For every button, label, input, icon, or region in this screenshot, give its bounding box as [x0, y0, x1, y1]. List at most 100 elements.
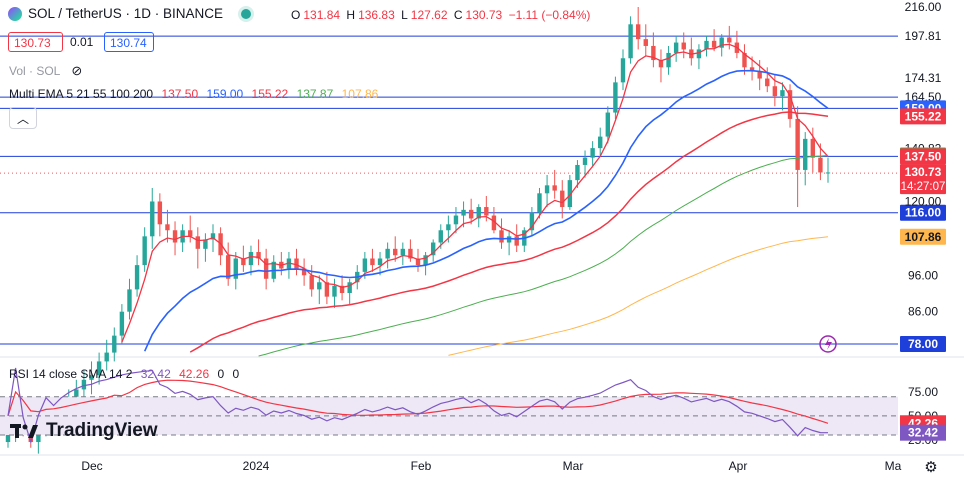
- candle-body: [696, 49, 702, 59]
- candle-body: [605, 112, 611, 137]
- rsi-label: RSI 14 close SMA 14 2: [9, 367, 133, 381]
- candle-body: [780, 90, 785, 97]
- price-label-5: 155.22: [905, 109, 942, 123]
- candle-body: [430, 242, 436, 256]
- high-value: 136.83: [358, 8, 395, 22]
- price-badge-8-bg: [900, 148, 946, 165]
- x-tick-4: Apr: [729, 459, 748, 473]
- collapse-legend-button[interactable]: ︿: [9, 107, 37, 129]
- candle-body: [461, 209, 466, 216]
- candle-body: [256, 252, 261, 259]
- candle-body: [317, 282, 322, 290]
- candle-body: [385, 248, 390, 259]
- candle-body: [370, 258, 375, 266]
- ema-5-line: [121, 43, 829, 343]
- low-value: 127.62: [410, 8, 448, 22]
- x-tick-0: Dec: [81, 459, 102, 473]
- candle-body: [499, 230, 504, 243]
- x-tick-5: Ma: [885, 459, 902, 473]
- candle-body: [446, 224, 451, 231]
- candle-body: [195, 236, 201, 249]
- rsi-extra-2: 0: [232, 367, 240, 381]
- candle-body: [233, 258, 238, 279]
- candle-body: [666, 52, 671, 68]
- candle-body: [620, 58, 626, 83]
- price-badge-9-bg: [900, 164, 946, 195]
- volume-indicator[interactable]: Vol · SOL ⊘: [9, 63, 87, 79]
- candle-body: [393, 248, 398, 256]
- candle-body: [400, 248, 406, 256]
- x-tick-3: Mar: [563, 459, 584, 473]
- candle-body: [544, 185, 550, 194]
- ema-200-line: [448, 236, 829, 356]
- ema-55-line: [189, 111, 829, 353]
- candle-body: [825, 172, 831, 174]
- ema5-value: 137.50: [161, 87, 199, 101]
- candle-body: [772, 86, 778, 97]
- low-label: L: [401, 8, 408, 22]
- candle-body: [362, 258, 368, 272]
- buy-price-button[interactable]: 130.74: [104, 32, 154, 52]
- candle-body: [681, 42, 686, 50]
- candle-body: [628, 24, 633, 59]
- candle-body: [529, 212, 535, 231]
- goto-realtime-button[interactable]: ⚙: [918, 457, 944, 477]
- candle-body: [81, 379, 87, 390]
- candle-body: [104, 352, 109, 362]
- candle-body: [818, 157, 823, 173]
- ema-label: Multi EMA 5 21 55 100 200: [9, 87, 154, 101]
- candle-body: [150, 201, 155, 237]
- candle-body: [309, 275, 314, 290]
- candle-body: [787, 90, 793, 119]
- candle-body: [203, 239, 208, 249]
- chevron-up-icon: ︿: [16, 111, 29, 126]
- tradingview-logo[interactable]: TradingView: [10, 420, 158, 442]
- y-tick-6: 96.00: [908, 268, 938, 282]
- candle-body: [332, 285, 337, 297]
- ema-legend[interactable]: Multi EMA 5 21 55 100 200 137.50 159.00 …: [9, 87, 383, 101]
- candle-body: [711, 40, 717, 48]
- symbol-title[interactable]: SOL / TetherUS · 1D · BINANCE: [28, 6, 224, 21]
- rsi-value-badge: 32.42: [908, 426, 938, 440]
- rsi-legend[interactable]: RSI 14 close SMA 14 2 32.42 42.26 0 0: [9, 367, 244, 381]
- open-value: 131.84: [303, 8, 341, 22]
- sell-price-button[interactable]: 130.73: [8, 32, 63, 52]
- market-status-icon[interactable]: [241, 8, 252, 19]
- rsi-sma-value: 42.26: [179, 367, 210, 381]
- candles-group: [5, 7, 831, 454]
- eye-hidden-icon[interactable]: ⊘: [71, 63, 83, 78]
- candle-body: [248, 252, 254, 266]
- candle-body: [575, 164, 580, 181]
- candle-body: [552, 185, 557, 191]
- candle-body: [613, 82, 618, 113]
- open-label: O: [291, 8, 301, 22]
- candle-body: [803, 138, 808, 170]
- candle-body: [347, 282, 352, 293]
- candle-body: [74, 389, 79, 400]
- rsi-value: 32.42: [140, 367, 171, 381]
- candle-body: [673, 42, 679, 53]
- candle-body: [301, 268, 307, 276]
- candle-body: [5, 430, 11, 443]
- candle-body: [225, 255, 231, 279]
- spread-value: 0.01: [70, 35, 94, 49]
- volume-label: Vol · SOL: [9, 64, 61, 78]
- brand-name: TradingView: [46, 420, 158, 441]
- price-label-1: 197.81: [905, 29, 942, 43]
- candle-body: [188, 230, 193, 237]
- candle-body: [142, 236, 147, 266]
- candle-body: [324, 282, 330, 297]
- candle-body: [127, 289, 132, 312]
- symbol-header: SOL / TetherUS · 1D · BINANCE: [8, 6, 252, 21]
- candle-body: [491, 215, 497, 231]
- lightning-bolt-icon: [825, 338, 832, 350]
- price-badge-11-bg: [900, 228, 946, 245]
- price-label-12: 78.00: [908, 337, 938, 351]
- candle-body: [423, 255, 428, 266]
- candle-body: [339, 285, 345, 293]
- price-badge-5-bg: [900, 108, 946, 125]
- settings-gear-icon: ⚙: [924, 459, 938, 476]
- candle-body: [506, 236, 512, 243]
